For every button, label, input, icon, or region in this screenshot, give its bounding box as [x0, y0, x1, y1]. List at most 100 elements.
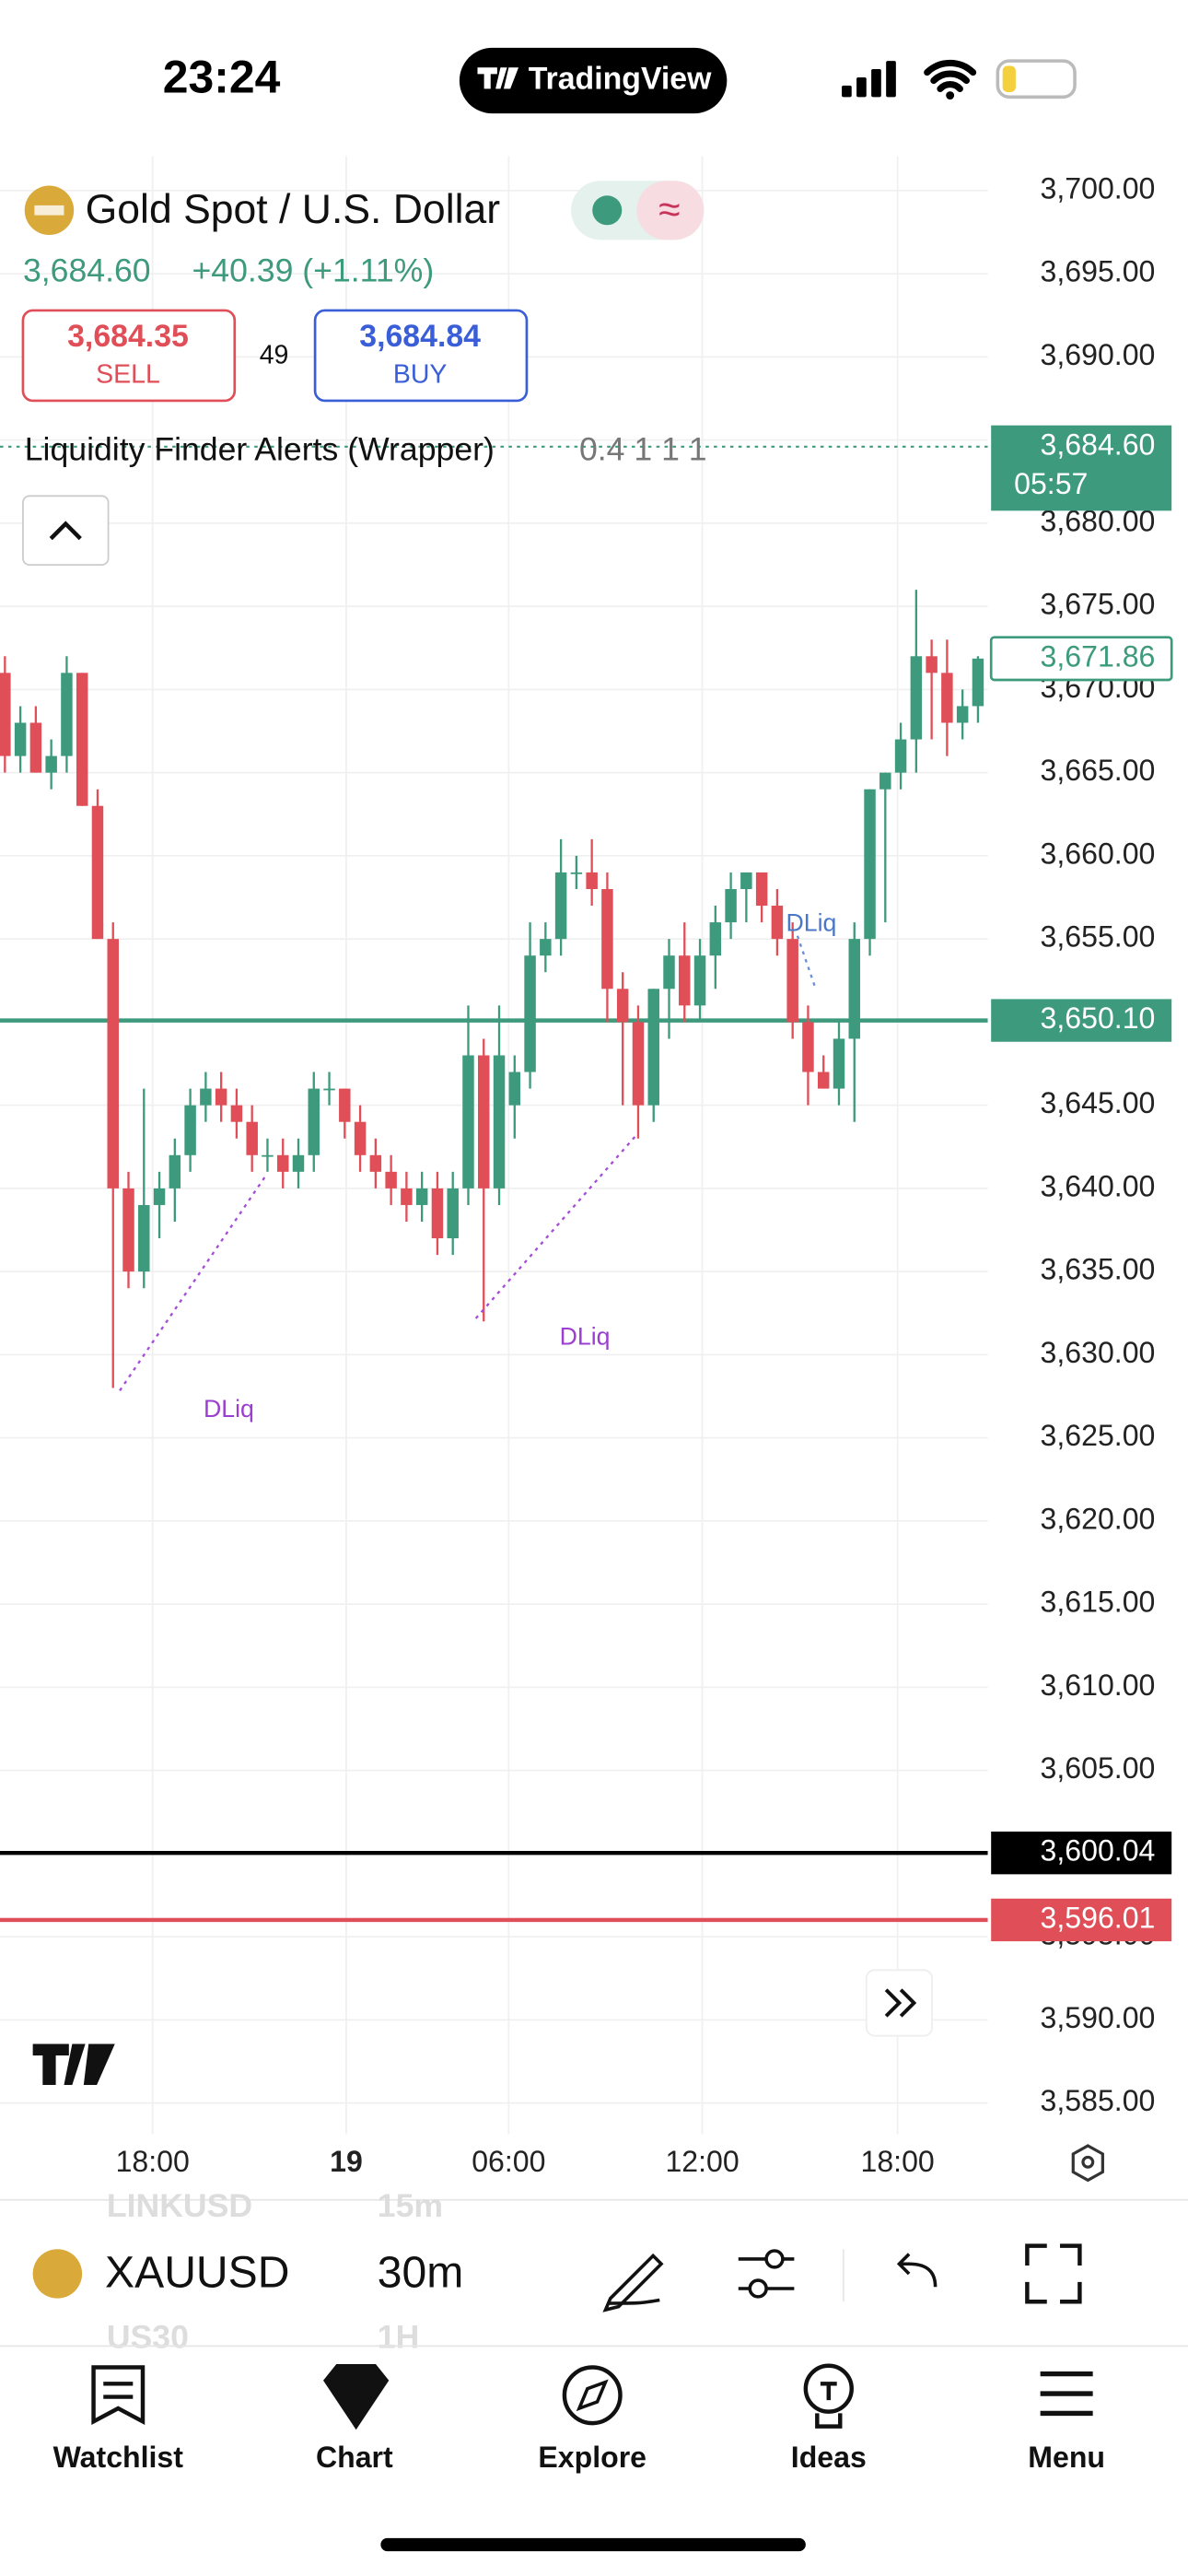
- candle-body: [215, 1088, 227, 1106]
- price-tag-label: 3,600.04: [1041, 1834, 1156, 1868]
- y-tick-label: 3,610.00: [1041, 1669, 1156, 1702]
- candle-body: [709, 922, 722, 956]
- price-tag: [991, 1832, 1172, 1875]
- tv-mark: [477, 67, 519, 89]
- candle-body: [864, 789, 876, 940]
- y-tick-label: 3,645.00: [1041, 1086, 1156, 1119]
- candle-body: [153, 1188, 166, 1205]
- undo[interactable]: [896, 2253, 938, 2288]
- last-price-label: 3,671.86: [1041, 639, 1156, 673]
- x-tick-label: 18:00: [861, 2145, 935, 2178]
- candle-body: [292, 1154, 305, 1172]
- nav-label[interactable]: Watchlist: [53, 2441, 184, 2474]
- price-tag: [991, 425, 1172, 511]
- candle-body: [755, 872, 768, 907]
- explore-icon[interactable]: [562, 2365, 623, 2426]
- y-tick-label: 3,675.00: [1041, 588, 1156, 621]
- gold-icon: [32, 2249, 83, 2299]
- candle-body: [941, 673, 953, 723]
- signal: [842, 61, 896, 98]
- y-tick-label: 3,640.00: [1041, 1169, 1156, 1202]
- y-tick-label: 3,630.00: [1041, 1336, 1156, 1369]
- indicator-name[interactable]: Liquidity Finder Alerts (Wrapper): [25, 431, 495, 468]
- price-tag-label: 3,596.01: [1041, 1901, 1156, 1934]
- menu-icon[interactable]: [1040, 2371, 1093, 2417]
- candle-body: [848, 939, 860, 1039]
- clock: 23:24: [163, 52, 281, 103]
- candle-body: [14, 722, 27, 756]
- toolbar-interval[interactable]: 30m: [378, 2247, 464, 2297]
- nav-label[interactable]: Chart: [316, 2441, 393, 2474]
- wifi: [924, 59, 977, 92]
- candle-body: [138, 1204, 150, 1272]
- settings-icon[interactable]: [1071, 2144, 1104, 2183]
- candle-body: [786, 939, 798, 1023]
- y-tick-label: 3,625.00: [1041, 1419, 1156, 1452]
- draw-tool[interactable]: [602, 2253, 664, 2313]
- candle-body: [122, 1188, 134, 1272]
- candle-body: [493, 1055, 506, 1188]
- buy-button[interactable]: [313, 309, 529, 403]
- candle-body: [740, 872, 752, 889]
- battery: [996, 59, 1077, 100]
- toolbar-symbol[interactable]: XAUUSD: [105, 2247, 289, 2297]
- settings-dot: [1081, 2155, 1095, 2169]
- candle-body: [184, 1105, 196, 1155]
- y-tick-label: 3,590.00: [1041, 2001, 1156, 2034]
- wifi-dot: [946, 91, 955, 100]
- candle-body: [246, 1121, 258, 1155]
- candle-body: [308, 1088, 320, 1155]
- chevrons: [884, 1988, 917, 2018]
- collapse-button[interactable]: [22, 495, 110, 567]
- candle-body: [771, 906, 784, 940]
- home-indicator: [380, 2537, 806, 2552]
- x-tick-label: 12:00: [665, 2145, 739, 2178]
- candle-body: [0, 673, 11, 756]
- candle-body: [169, 1154, 181, 1188]
- y-tick-label: 3,635.00: [1041, 1253, 1156, 1286]
- candle-body: [415, 1188, 428, 1205]
- candle-body: [200, 1088, 212, 1106]
- y-tick-label: 3,690.00: [1041, 338, 1156, 371]
- candle-body: [601, 888, 613, 989]
- candle-body: [956, 706, 969, 723]
- bulb: [815, 2382, 843, 2429]
- chart-icon[interactable]: [323, 2363, 390, 2430]
- battery-level: [1002, 65, 1016, 92]
- sell-button[interactable]: [21, 309, 237, 403]
- symbol-name[interactable]: Gold Spot / U.S. Dollar: [86, 187, 501, 232]
- nav-label[interactable]: Ideas: [791, 2441, 867, 2474]
- buy-label: BUY: [393, 360, 448, 390]
- status-pill-right: [636, 181, 705, 240]
- watchlist-icon[interactable]: [91, 2365, 146, 2426]
- y-tick-label: 3,660.00: [1041, 837, 1156, 870]
- candle-body: [323, 1088, 335, 1091]
- price-tag-label: 3,684.60: [1041, 427, 1156, 461]
- buy-price: 3,684.84: [359, 319, 481, 354]
- price-tag-label: 3,650.10: [1041, 1001, 1156, 1035]
- price: 3,684.60: [23, 252, 151, 288]
- y-tick-label: 3,655.00: [1041, 920, 1156, 954]
- nav-label[interactable]: Explore: [538, 2441, 646, 2474]
- compass: [576, 2379, 609, 2412]
- candle-body: [647, 989, 659, 1106]
- candle-body: [833, 1038, 845, 1089]
- ideas-icon[interactable]: [803, 2363, 854, 2414]
- candle-body: [508, 1071, 521, 1106]
- price-tag: [991, 999, 1172, 1042]
- y-tick-label: 3,700.00: [1041, 171, 1156, 205]
- nav-label[interactable]: Menu: [1028, 2441, 1105, 2474]
- fullscreen[interactable]: [1025, 2243, 1082, 2304]
- candle-body: [679, 955, 691, 1006]
- candle-body: [926, 656, 938, 673]
- y-tick-label: 3,620.00: [1041, 1502, 1156, 1535]
- candle-body: [632, 1022, 645, 1106]
- candle-body: [401, 1188, 413, 1205]
- y-tick-label: 3,615.00: [1041, 1586, 1156, 1619]
- indicator-params: 0.4 1 1 1: [579, 431, 707, 468]
- y-tick-label: 3,585.00: [1041, 2084, 1156, 2117]
- candle-body: [570, 872, 583, 874]
- y-tick-label: 3,605.00: [1041, 1751, 1156, 1785]
- candle-body: [385, 1171, 397, 1188]
